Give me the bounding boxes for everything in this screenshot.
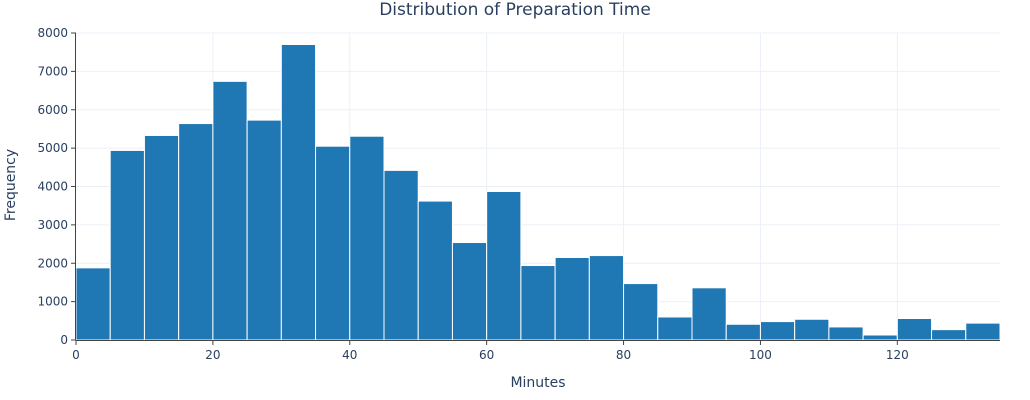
y-tick-label: 2000 bbox=[37, 256, 68, 270]
histogram-bar bbox=[623, 283, 659, 341]
histogram-bar bbox=[896, 318, 933, 341]
y-axis-title: Frequency bbox=[3, 149, 19, 221]
histogram-bar bbox=[451, 242, 488, 341]
histogram-bar bbox=[280, 44, 317, 341]
x-tick-label: 20 bbox=[205, 348, 220, 362]
x-tick-label: 80 bbox=[616, 348, 631, 362]
y-tick-label: 3000 bbox=[37, 218, 68, 232]
x-tick-label: 40 bbox=[342, 348, 357, 362]
y-tick-label: 8000 bbox=[37, 26, 68, 40]
histogram-bar bbox=[725, 323, 761, 341]
histogram-bar bbox=[143, 134, 180, 341]
histogram-bar bbox=[862, 334, 898, 341]
histogram-bar bbox=[75, 267, 111, 341]
axes bbox=[71, 32, 1000, 345]
histogram-bar bbox=[109, 149, 145, 341]
y-tick-label: 6000 bbox=[37, 103, 68, 117]
y-tick-label: 7000 bbox=[37, 64, 68, 78]
histogram-bar bbox=[965, 322, 1001, 341]
histogram-bar bbox=[794, 318, 830, 341]
histogram-bar bbox=[383, 169, 419, 341]
histogram-bar bbox=[520, 265, 556, 341]
histogram-bar bbox=[486, 190, 522, 341]
histogram-bar bbox=[417, 200, 453, 341]
histogram-bar bbox=[246, 119, 282, 341]
histogram-bars bbox=[75, 44, 1001, 341]
histogram-bar bbox=[315, 145, 351, 341]
histogram-bar bbox=[212, 80, 248, 341]
histogram-bar bbox=[554, 256, 590, 341]
x-tick-label: 60 bbox=[479, 348, 494, 362]
x-tick-label: 120 bbox=[886, 348, 909, 362]
y-tick-label: 4000 bbox=[37, 180, 68, 194]
histogram-bar bbox=[178, 123, 214, 341]
x-tick-label: 0 bbox=[72, 348, 80, 362]
histogram-bar bbox=[657, 316, 693, 341]
histogram-bar bbox=[759, 321, 796, 341]
histogram-bar bbox=[931, 329, 967, 341]
histogram-bar bbox=[691, 287, 727, 341]
histogram-bar bbox=[588, 255, 625, 341]
x-axis-title: Minutes bbox=[510, 375, 565, 391]
chart-title: Distribution of Preparation Time bbox=[379, 0, 651, 20]
x-tick-label: 100 bbox=[749, 348, 772, 362]
y-tick-label: 5000 bbox=[37, 141, 68, 155]
tick-labels: 0 1000 2000 3000 4000 5000 6000 7000 8000 0 20 40 60… bbox=[37, 26, 908, 362]
y-tick-label: 1000 bbox=[37, 295, 68, 309]
histogram-bar bbox=[349, 135, 385, 341]
y-tick-label: 0 bbox=[60, 333, 68, 347]
histogram-bar bbox=[828, 326, 864, 341]
